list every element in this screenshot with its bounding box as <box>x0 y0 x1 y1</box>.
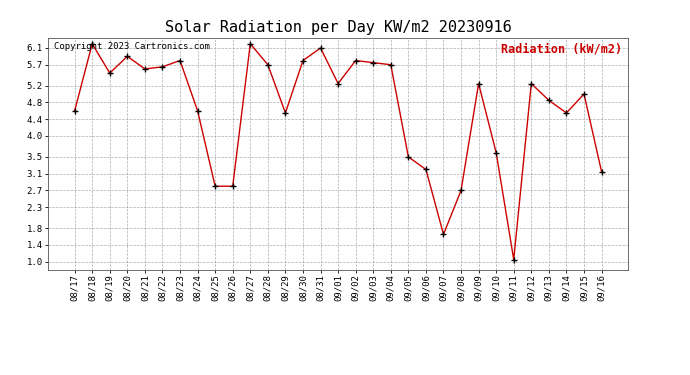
Text: Radiation (kW/m2): Radiation (kW/m2) <box>501 42 622 55</box>
Title: Solar Radiation per Day KW/m2 20230916: Solar Radiation per Day KW/m2 20230916 <box>165 20 511 35</box>
Text: Copyright 2023 Cartronics.com: Copyright 2023 Cartronics.com <box>54 42 210 51</box>
